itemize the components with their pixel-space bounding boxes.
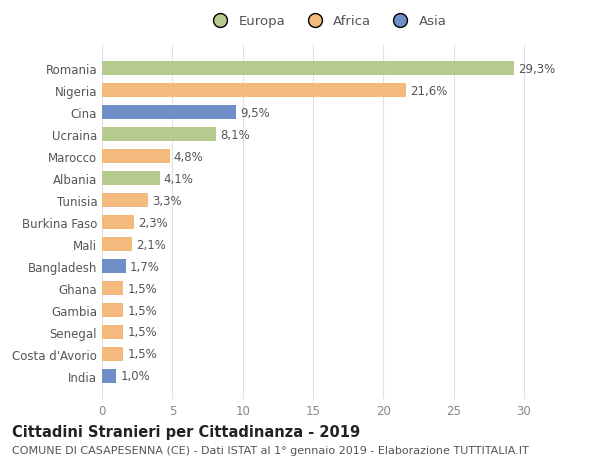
Bar <box>102 281 123 296</box>
Text: 1,5%: 1,5% <box>127 304 157 317</box>
Text: 29,3%: 29,3% <box>518 62 556 76</box>
Bar <box>102 172 160 186</box>
Bar <box>102 106 236 120</box>
Bar <box>102 303 123 318</box>
Text: 2,3%: 2,3% <box>139 216 169 229</box>
Text: 9,5%: 9,5% <box>240 106 269 119</box>
Bar <box>102 194 148 208</box>
Bar <box>102 259 126 274</box>
Bar <box>102 347 123 361</box>
Bar <box>102 325 123 339</box>
Bar <box>102 237 131 252</box>
Text: 1,7%: 1,7% <box>130 260 160 273</box>
Text: 1,5%: 1,5% <box>127 348 157 361</box>
Text: 8,1%: 8,1% <box>220 129 250 141</box>
Text: 1,0%: 1,0% <box>120 369 150 383</box>
Text: 1,5%: 1,5% <box>127 282 157 295</box>
Bar <box>102 150 170 164</box>
Text: 21,6%: 21,6% <box>410 84 448 97</box>
Text: 2,1%: 2,1% <box>136 238 166 251</box>
Text: 1,5%: 1,5% <box>127 326 157 339</box>
Text: 4,1%: 4,1% <box>164 172 194 185</box>
Text: 4,8%: 4,8% <box>174 151 203 163</box>
Bar <box>102 215 134 230</box>
Legend: Europa, Africa, Asia: Europa, Africa, Asia <box>202 10 452 34</box>
Text: 3,3%: 3,3% <box>152 194 182 207</box>
Bar <box>102 369 116 383</box>
Bar <box>102 84 406 98</box>
Text: COMUNE DI CASAPESENNA (CE) - Dati ISTAT al 1° gennaio 2019 - Elaborazione TUTTIT: COMUNE DI CASAPESENNA (CE) - Dati ISTAT … <box>12 445 529 455</box>
Bar <box>102 62 514 76</box>
Text: Cittadini Stranieri per Cittadinanza - 2019: Cittadini Stranieri per Cittadinanza - 2… <box>12 425 360 440</box>
Bar <box>102 128 216 142</box>
